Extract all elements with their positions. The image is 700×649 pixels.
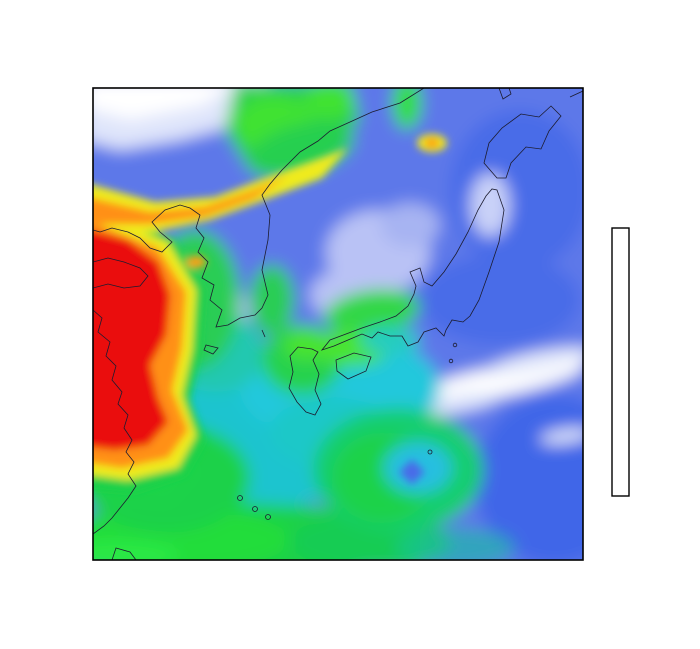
colorbar-gradient — [611, 227, 630, 497]
coast-tsushima — [261, 329, 266, 338]
pm25-field-sharp — [93, 134, 447, 492]
coast-ryukyu-3 — [265, 514, 271, 520]
coast-jeju — [203, 344, 219, 355]
coast-kuril — [569, 90, 583, 98]
coast-izu-2 — [448, 358, 454, 364]
coast-shikoku — [335, 352, 372, 380]
coast-izu-1 — [452, 342, 458, 348]
map-content — [93, 88, 583, 560]
coast-mainland-north — [93, 88, 425, 328]
coast-shandong — [93, 257, 149, 289]
coastlines — [93, 88, 583, 560]
coast-ryukyu-1 — [237, 495, 243, 501]
coast-taiwan — [111, 547, 137, 560]
coast-kyushu — [288, 346, 322, 416]
coast-ryukyu-2 — [252, 506, 258, 512]
coast-hokkaido — [483, 105, 562, 179]
coast-sakhalin — [498, 88, 512, 100]
coast-daito — [427, 449, 433, 455]
colorbar — [611, 227, 630, 497]
coast-honshu — [320, 188, 505, 351]
coast-china-south — [93, 309, 137, 535]
map-frame — [92, 87, 584, 561]
